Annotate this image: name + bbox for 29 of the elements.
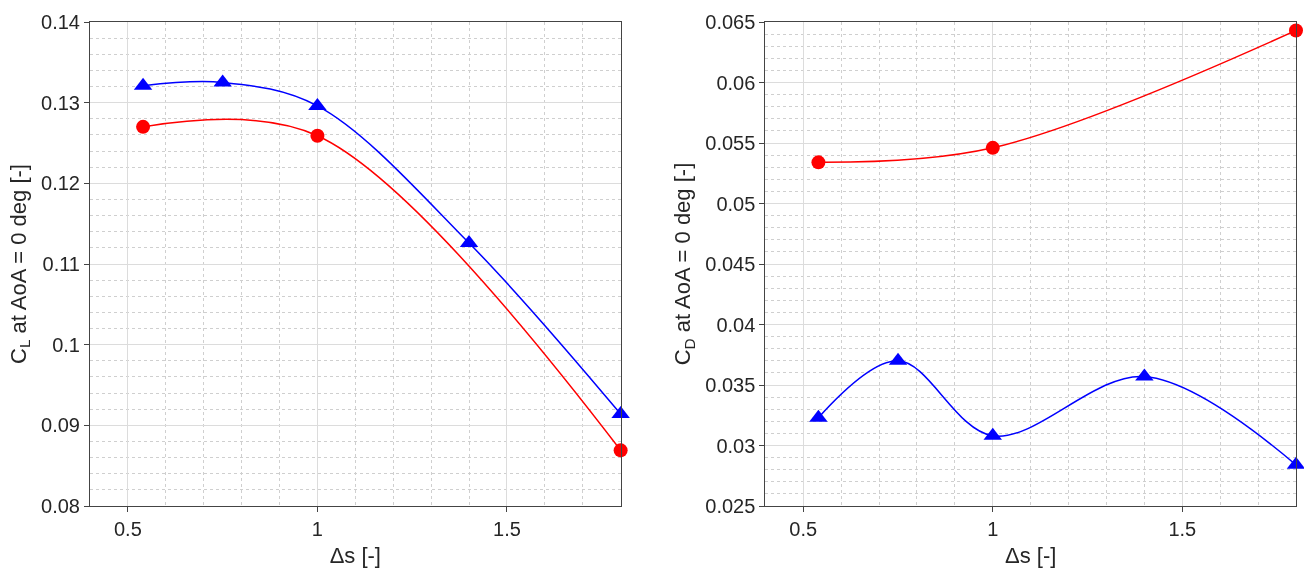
y-tick-label: 0.12 (41, 172, 80, 195)
y-tick-label: 0.14 (41, 11, 80, 33)
y-tick-label: 0.1 (52, 333, 80, 356)
y-tick-label: 0.06 (716, 71, 756, 94)
x-axis-title: Δs [-] (329, 542, 381, 568)
x-tick-label: 0.5 (113, 518, 142, 540)
x-tick-label: 0.5 (789, 518, 818, 540)
y-tick-label: 0.055 (705, 132, 756, 154)
x-tick-label: 1.5 (1168, 518, 1197, 540)
y-tick-label: 0.11 (42, 253, 80, 275)
point (811, 155, 826, 170)
point (985, 140, 1000, 155)
point (136, 119, 151, 134)
x-axis-title: Δs [-] (1005, 542, 1057, 568)
y-tick-label: 0.035 (705, 374, 756, 396)
y-tick-label: 0.045 (705, 253, 756, 275)
x-tick-label: 1 (311, 518, 323, 540)
y-tick-label: 0.03 (716, 434, 756, 457)
y-tick-label: 0.09 (41, 414, 80, 437)
y-tick-label: 0.05 (716, 192, 756, 215)
point (1286, 456, 1304, 469)
y-tick-label: 0.13 (41, 91, 80, 114)
y-tick-label: 0.065 (705, 11, 756, 33)
x-tick-label: 1.5 (493, 518, 521, 540)
y-tick-label: 0.025 (705, 495, 756, 517)
point (310, 128, 325, 143)
y-tick-label: 0.08 (41, 495, 80, 517)
x-tick-label: 1 (987, 518, 999, 540)
y-tick-label: 0.04 (716, 313, 756, 336)
